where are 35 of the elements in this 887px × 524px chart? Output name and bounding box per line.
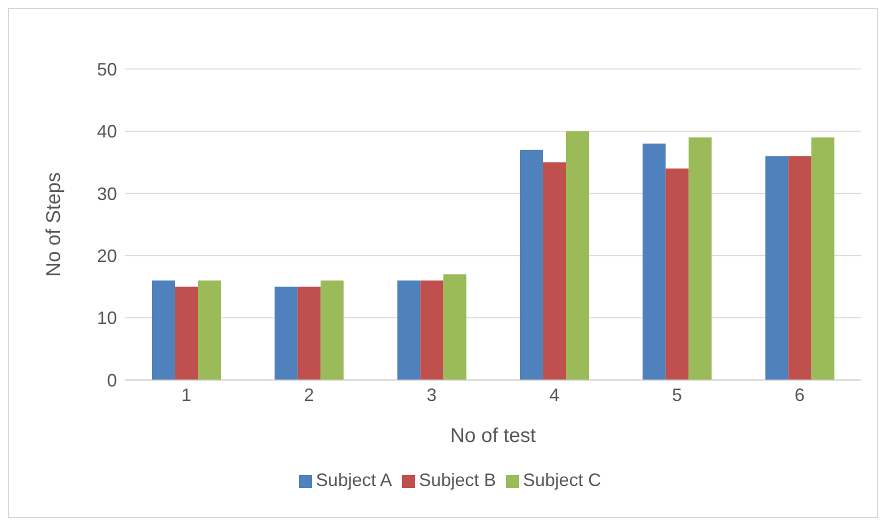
legend-label: Subject A (316, 470, 392, 490)
x-tick-label: 2 (304, 384, 314, 405)
y-tick-label: 40 (96, 122, 117, 142)
bar (811, 137, 834, 380)
bar (320, 280, 344, 380)
y-tick-label: 30 (96, 184, 117, 204)
bar (788, 156, 812, 380)
bar (420, 280, 444, 380)
y-tick-label: 0 (106, 370, 117, 390)
legend-label: Subject C (523, 470, 602, 490)
bar (520, 150, 543, 380)
bar (642, 144, 666, 380)
x-tick-label: 3 (426, 384, 437, 405)
x-tick-label: 5 (672, 384, 682, 405)
bar (198, 280, 221, 380)
bar (298, 286, 321, 380)
x-tick-label: 6 (794, 384, 805, 405)
bar (765, 156, 788, 380)
y-tick-label: 50 (96, 59, 117, 80)
legend-label: Subject B (418, 470, 496, 490)
bar (397, 280, 420, 380)
bar (174, 286, 198, 380)
y-axis-title: No of Steps (43, 172, 66, 277)
bar (443, 274, 466, 380)
bar (152, 280, 175, 380)
bar (542, 162, 566, 380)
bar (566, 131, 589, 380)
y-tick-label: 10 (96, 308, 117, 328)
x-tick-label: 4 (549, 384, 560, 405)
x-tick-label: 1 (181, 384, 192, 405)
bar (666, 168, 689, 380)
bar (274, 286, 298, 380)
x-axis-title: No of test (450, 425, 536, 448)
bar (688, 137, 712, 380)
y-tick-label: 20 (96, 246, 117, 266)
